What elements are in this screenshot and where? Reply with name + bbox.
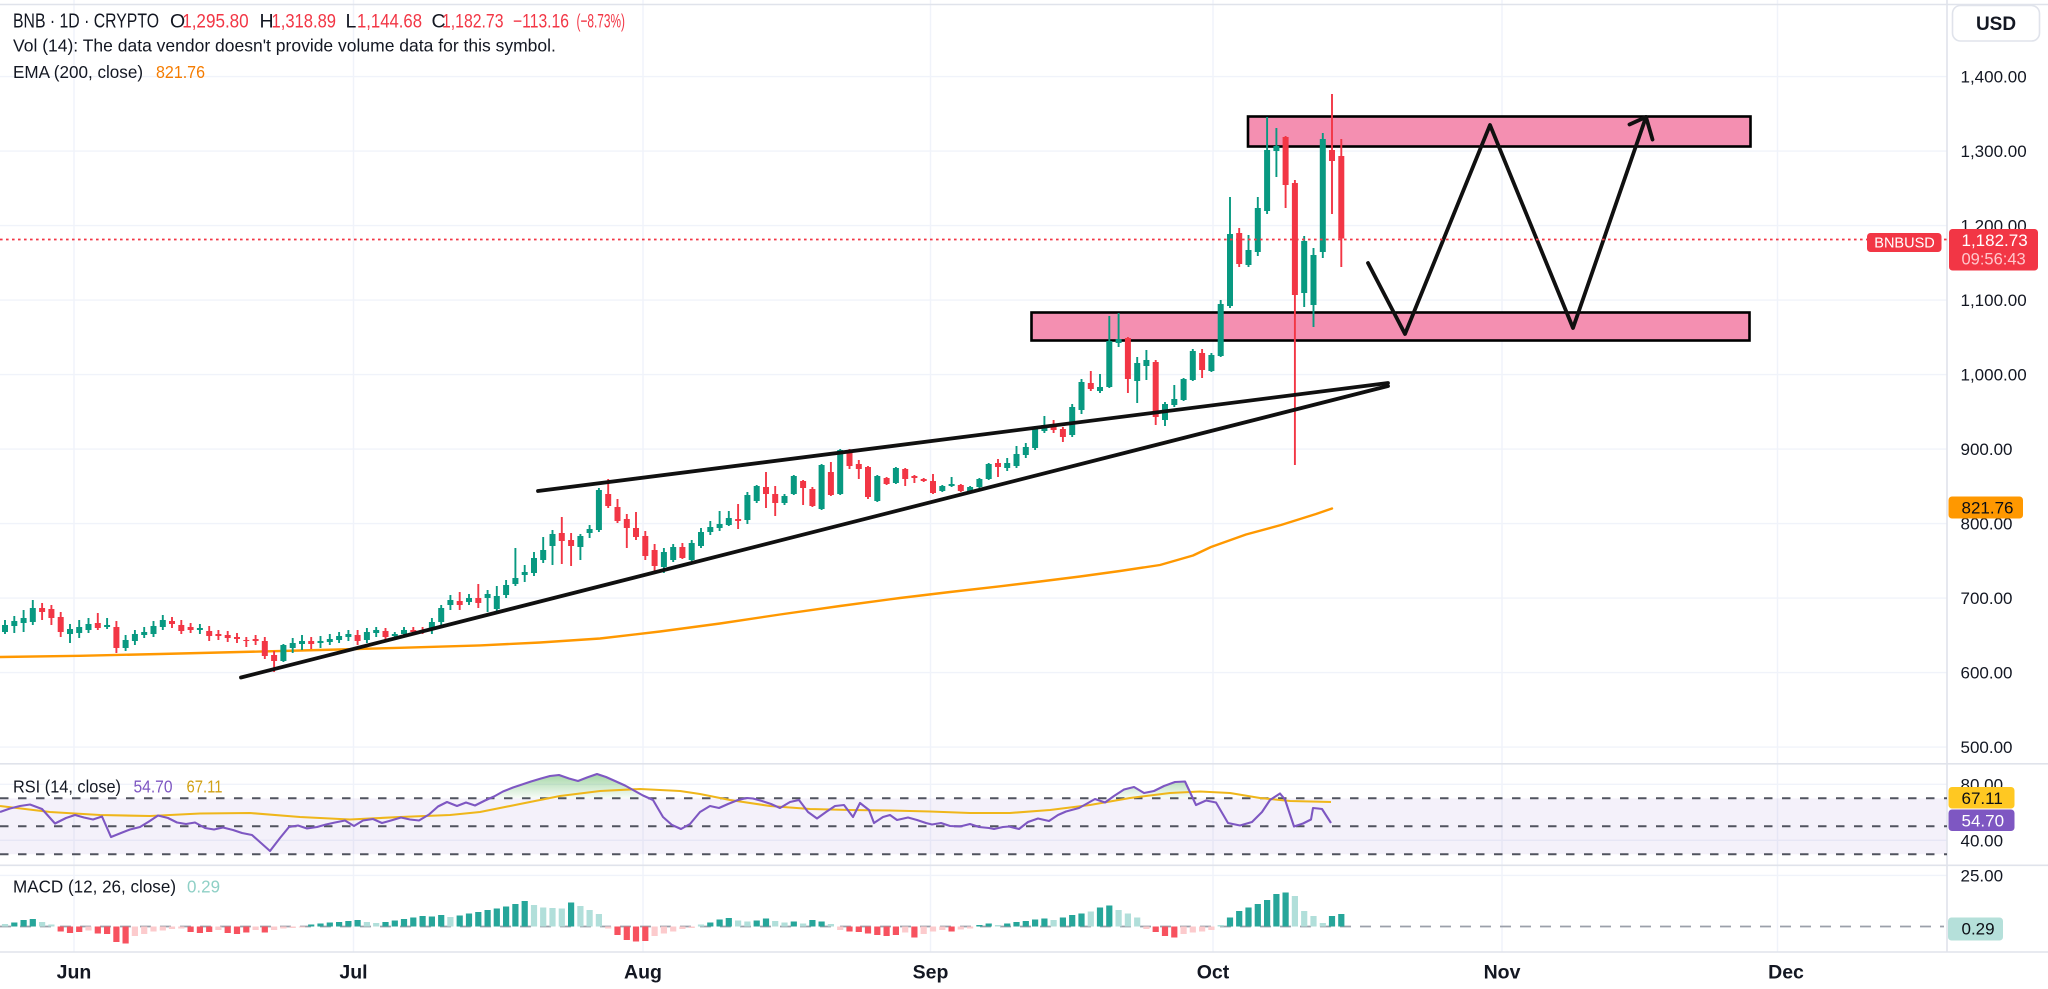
svg-text:USD: USD (1976, 14, 2016, 35)
svg-text:821.76: 821.76 (1962, 499, 2014, 518)
svg-text:Oct: Oct (1197, 962, 1230, 984)
svg-text:09:56:43: 09:56:43 (1962, 251, 2026, 269)
svg-text:−113.16: −113.16 (513, 11, 569, 33)
svg-text:67.11: 67.11 (187, 777, 223, 797)
svg-text:BNBUSD: BNBUSD (1874, 236, 1934, 252)
svg-text:900.00: 900.00 (1961, 440, 2013, 459)
svg-text:1,300.00: 1,300.00 (1961, 142, 2027, 161)
svg-text:O: O (170, 11, 185, 33)
svg-text:BNB · 1D · CRYPTO: BNB · 1D · CRYPTO (13, 11, 159, 33)
svg-text:1,400.00: 1,400.00 (1961, 68, 2027, 87)
svg-text:Nov: Nov (1484, 962, 1521, 984)
svg-text:Aug: Aug (624, 962, 662, 984)
svg-text:RSI (14, close): RSI (14, close) (13, 777, 121, 797)
svg-text:0.29: 0.29 (187, 877, 220, 897)
svg-text:1,182.73: 1,182.73 (442, 11, 504, 33)
svg-text:500.00: 500.00 (1961, 738, 2013, 757)
svg-text:40.00: 40.00 (1961, 831, 2004, 850)
svg-text:MACD (12, 26, close): MACD (12, 26, close) (13, 877, 176, 897)
svg-text:25.00: 25.00 (1961, 866, 2004, 885)
svg-text:Vol (14): The data vendor does: Vol (14): The data vendor doesn't provid… (13, 36, 556, 56)
svg-text:Jul: Jul (339, 962, 367, 984)
svg-text:(−8.73%): (−8.73%) (577, 11, 626, 33)
svg-text:EMA (200, close): EMA (200, close) (13, 62, 143, 82)
svg-text:67.11: 67.11 (1962, 789, 2003, 808)
svg-text:700.00: 700.00 (1961, 589, 2013, 608)
svg-text:1,100.00: 1,100.00 (1961, 291, 2027, 310)
svg-text:Sep: Sep (913, 962, 949, 984)
svg-text:1,182.73: 1,182.73 (1962, 231, 2028, 250)
svg-text:Jun: Jun (57, 962, 92, 984)
svg-text:1,318.89: 1,318.89 (272, 11, 337, 33)
svg-text:800.00: 800.00 (1961, 515, 2013, 534)
svg-text:54.70: 54.70 (134, 777, 173, 797)
svg-text:54.70: 54.70 (1962, 811, 2005, 830)
svg-text:L: L (346, 11, 357, 33)
svg-text:H: H (260, 11, 274, 33)
svg-text:1,144.68: 1,144.68 (357, 11, 422, 33)
svg-text:Dec: Dec (1768, 962, 1804, 984)
svg-text:600.00: 600.00 (1961, 664, 2013, 683)
svg-text:1,000.00: 1,000.00 (1961, 366, 2027, 385)
svg-text:1,295.80: 1,295.80 (182, 11, 249, 33)
svg-text:C: C (432, 11, 446, 33)
svg-text:821.76: 821.76 (156, 62, 205, 82)
svg-text:0.29: 0.29 (1962, 920, 1995, 939)
